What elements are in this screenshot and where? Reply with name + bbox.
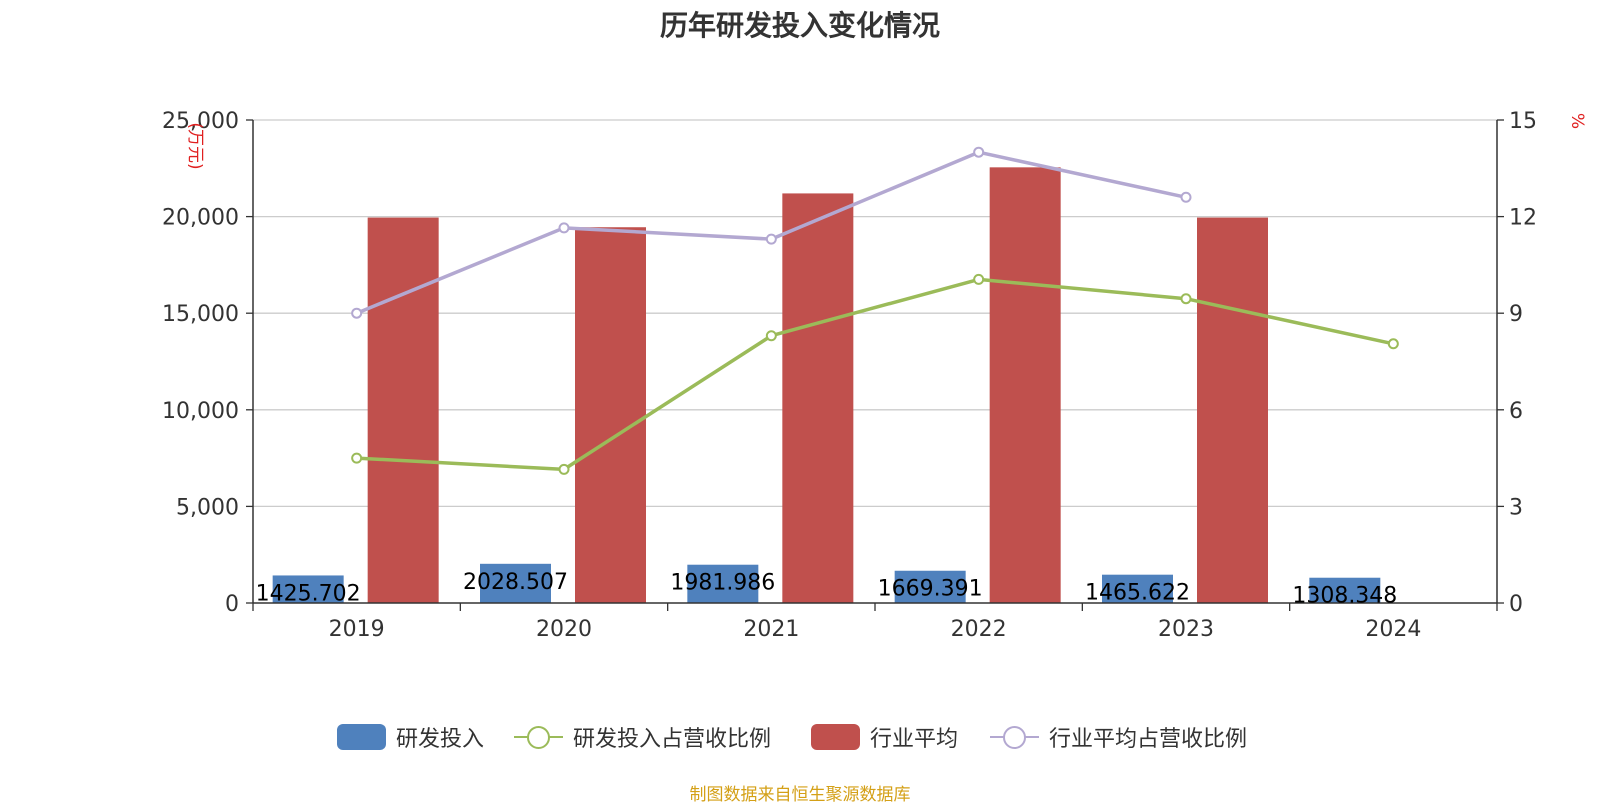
point-industry-ratio xyxy=(765,233,777,245)
legend-label: 行业平均占营收比例 xyxy=(1049,727,1248,752)
x-tick-label: 2021 xyxy=(743,617,799,642)
y-right-tick-label: 6 xyxy=(1509,399,1523,424)
y-left-axis-label: (万元) xyxy=(185,122,205,169)
legend-swatch-line-green xyxy=(514,723,563,751)
x-tick-label: 2020 xyxy=(536,617,592,642)
y-right-axis-label: % xyxy=(1567,113,1587,129)
y-left-tick-label: 5,000 xyxy=(176,495,239,520)
y-right-tick-label: 15 xyxy=(1509,109,1537,134)
bar-industry-avg xyxy=(782,193,854,603)
y-left-tick-label: 20,000 xyxy=(162,206,239,231)
line-rd-ratio xyxy=(356,277,1394,472)
bar-rd-input xyxy=(894,570,966,603)
bar-industry-avg xyxy=(1197,217,1268,604)
bar-data-label: 1308.348 xyxy=(1292,584,1397,609)
bar-industry-avg xyxy=(575,227,646,603)
y-right-tick-label: 3 xyxy=(1509,495,1523,520)
source-note: 制图数据来自恒生聚源数据库 xyxy=(689,785,911,805)
legend-label: 研发投入 xyxy=(396,727,485,752)
x-tick-label: 2024 xyxy=(1365,617,1421,642)
y-left-tick-label: 15,000 xyxy=(162,302,239,327)
chart-legend: 研发投入 研发投入占营收比例 行业平均 行业平均占营收比例 xyxy=(0,722,1600,752)
point-industry-ratio xyxy=(973,146,985,158)
bar-rd-input xyxy=(687,564,759,603)
legend-item-industry-avg[interactable]: 行业平均 xyxy=(811,722,958,752)
chart-title: 历年研发投入变化情况 xyxy=(659,9,940,42)
point-industry-ratio xyxy=(1180,191,1192,203)
point-rd-ratio xyxy=(1387,338,1399,350)
legend-swatch-bar-red xyxy=(811,723,860,751)
bar-rd-input xyxy=(1309,577,1381,603)
bar-rd-input xyxy=(1102,574,1173,603)
point-rd-ratio xyxy=(351,452,363,464)
point-rd-ratio xyxy=(973,273,985,285)
bar-data-label: 1981.986 xyxy=(670,571,775,596)
x-tick-label: 2023 xyxy=(1158,617,1214,642)
y-left-tick-label: 25,000 xyxy=(162,109,239,134)
legend-swatch-line-purple xyxy=(990,723,1039,751)
bar-data-label: 2028.507 xyxy=(463,570,568,595)
legend-swatch-bar-blue xyxy=(337,723,386,751)
x-tick-label: 2022 xyxy=(951,617,1007,642)
legend-item-rd-input[interactable]: 研发投入 xyxy=(337,722,484,752)
bar-data-label: 1425.702 xyxy=(256,581,361,606)
point-rd-ratio xyxy=(558,463,570,475)
y-right-tick-label: 12 xyxy=(1509,206,1537,231)
legend-item-industry-ratio[interactable]: 行业平均占营收比例 xyxy=(990,722,1247,752)
y-left-tick-label: 10,000 xyxy=(162,399,239,424)
bar-data-label: 1465.622 xyxy=(1085,581,1190,606)
bar-rd-input xyxy=(480,563,551,603)
y-right-tick-label: 9 xyxy=(1509,302,1523,327)
x-tick-label: 2019 xyxy=(329,617,385,642)
line-industry-ratio xyxy=(356,150,1187,315)
legend-label: 行业平均 xyxy=(870,727,959,752)
point-rd-ratio xyxy=(1180,293,1192,305)
point-industry-ratio xyxy=(558,222,570,234)
bar-rd-input xyxy=(272,575,344,603)
point-industry-ratio xyxy=(351,307,363,319)
point-rd-ratio xyxy=(765,330,777,342)
bar-data-label: 1669.391 xyxy=(878,577,983,602)
bar-industry-avg xyxy=(367,217,439,604)
y-right-tick-label: 0 xyxy=(1509,592,1523,617)
legend-label: 研发投入占营收比例 xyxy=(573,727,772,752)
y-left-tick-label: 0 xyxy=(225,592,239,617)
legend-item-rd-ratio[interactable]: 研发投入占营收比例 xyxy=(514,722,771,752)
bar-industry-avg xyxy=(989,167,1061,604)
